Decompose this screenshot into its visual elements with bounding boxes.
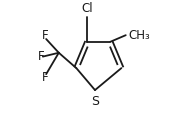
Text: CH₃: CH₃ [128,29,150,42]
Text: Cl: Cl [82,2,93,15]
Text: F: F [38,50,44,63]
Text: S: S [91,95,99,108]
Text: F: F [42,71,48,84]
Text: F: F [42,29,48,42]
